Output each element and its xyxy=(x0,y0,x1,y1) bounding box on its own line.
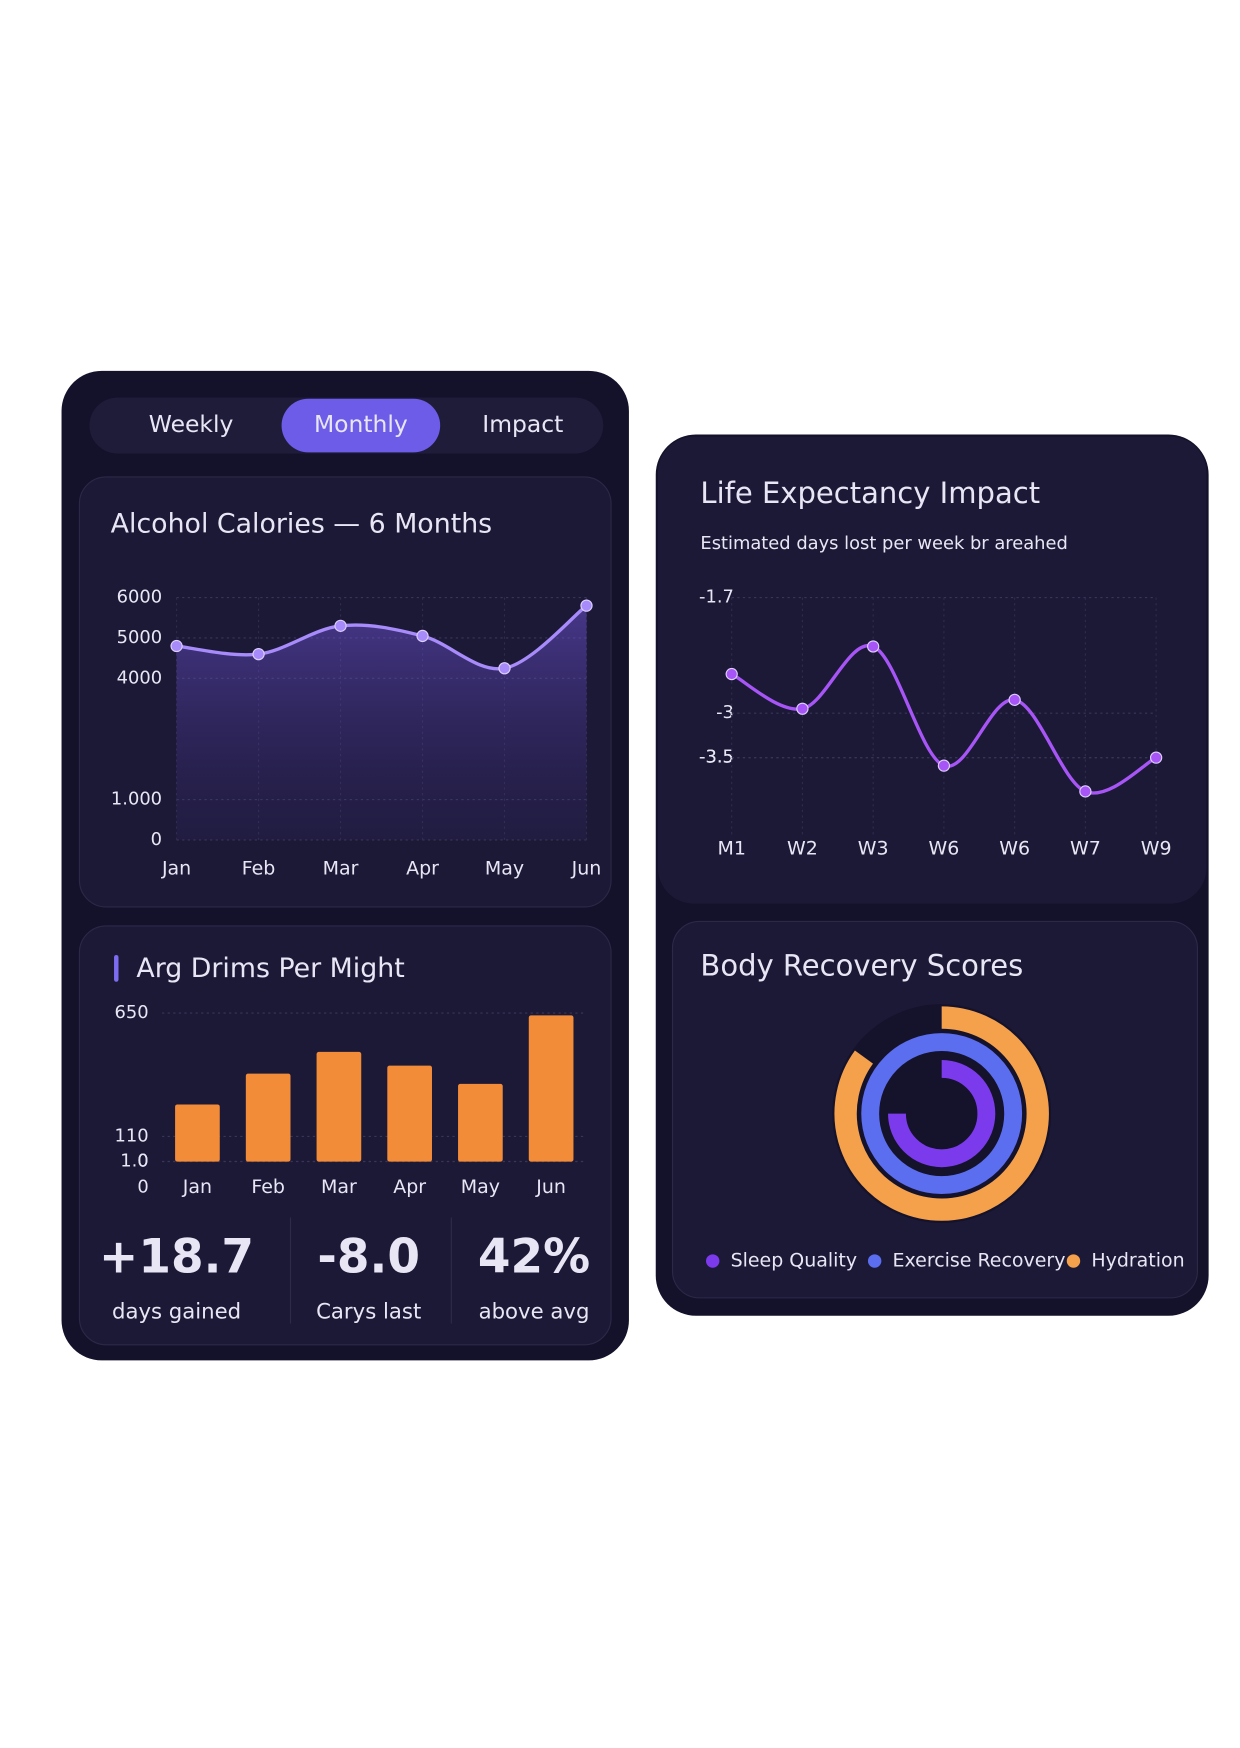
x-tick-label: Feb xyxy=(251,1176,285,1198)
x-tick-label: Jan xyxy=(161,857,191,879)
point xyxy=(1008,693,1021,706)
y-tick-label: -3.5 xyxy=(699,747,734,768)
x-tick-label: W3 xyxy=(858,837,889,859)
legend-label: Hydration xyxy=(1091,1250,1184,1272)
stat-label: Carys last xyxy=(316,1299,421,1324)
bar xyxy=(528,1015,574,1162)
stat-label: days gained xyxy=(112,1299,241,1324)
y-tick-label: 650 xyxy=(115,1002,149,1023)
x-tick-label: May xyxy=(461,1176,500,1198)
x-tick-label: Jun xyxy=(571,857,602,879)
stat-value: 42% xyxy=(478,1229,590,1284)
title-accent xyxy=(114,954,119,982)
legend-swatch xyxy=(1066,1254,1081,1268)
bar xyxy=(387,1065,432,1162)
legend-swatch xyxy=(867,1254,882,1268)
point xyxy=(416,629,429,643)
x-tick-label: Jun xyxy=(535,1176,566,1198)
stat-value: +18.7 xyxy=(99,1229,254,1284)
stat-value: -8.0 xyxy=(317,1229,420,1284)
chart-title: Arg Drims Per Might xyxy=(136,953,404,984)
y-tick-label: -3.5 xyxy=(699,747,734,768)
point xyxy=(937,759,951,772)
area xyxy=(176,605,587,840)
y-tick-label: 0 xyxy=(137,1151,148,1172)
point xyxy=(498,662,511,675)
x-tick-label: Apr xyxy=(393,1176,426,1198)
bar xyxy=(175,1104,220,1162)
x-tick-label: Feb xyxy=(242,857,276,879)
x-tick-label: W6 xyxy=(999,837,1030,859)
point xyxy=(170,639,183,653)
bar xyxy=(316,1051,362,1162)
y-tick-label: 1.0 xyxy=(120,1150,148,1171)
y-tick-label: 5000 xyxy=(117,627,162,648)
origin-label: 0 xyxy=(137,1176,148,1197)
stat-label: above avg xyxy=(479,1299,590,1324)
ring xyxy=(861,1033,1023,1195)
y-tick-label: 1.000 xyxy=(111,789,162,810)
tab[interactable]: Monthly xyxy=(314,410,408,438)
point xyxy=(580,599,593,612)
y-tick-label: 4000 xyxy=(117,667,162,688)
point xyxy=(867,640,880,653)
x-tick-label: W2 xyxy=(787,837,818,859)
point xyxy=(725,667,738,681)
chart-title: Alcohol Calories — 6 Months xyxy=(111,508,492,539)
chart-title: Life Expectancy Impact xyxy=(700,476,1040,510)
bar xyxy=(458,1083,503,1162)
ring xyxy=(834,1006,1049,1221)
y-tick-label: 0 xyxy=(151,829,162,850)
x-tick-label: May xyxy=(485,857,524,879)
tab[interactable]: Impact xyxy=(482,410,563,438)
legend-label: Exercise Recovery xyxy=(893,1250,1066,1272)
x-tick-label: W9 xyxy=(1141,837,1172,859)
point xyxy=(1079,785,1092,798)
point xyxy=(1149,751,1163,764)
chart-title: Body Recovery Scores xyxy=(700,948,1023,982)
x-tick-label: Mar xyxy=(323,857,359,879)
x-tick-label: Mar xyxy=(321,1176,357,1198)
x-tick-label: Apr xyxy=(406,857,439,879)
x-tick-label: W6 xyxy=(928,837,959,859)
point xyxy=(252,647,265,661)
bar xyxy=(245,1073,291,1162)
line xyxy=(176,604,588,671)
x-tick-label: W7 xyxy=(1070,837,1101,859)
chart-subtitle: Estimated days lost per week br areahed xyxy=(700,533,1067,554)
point xyxy=(334,619,347,632)
y-tick-label: -3 xyxy=(716,702,734,723)
active-tab-pill xyxy=(281,398,441,453)
card xyxy=(657,436,1207,904)
y-tick-label: 110 xyxy=(115,1125,149,1146)
y-tick-label: 6000 xyxy=(117,587,162,608)
x-tick-label: M1 xyxy=(717,837,745,859)
legend-swatch xyxy=(706,1254,720,1268)
point xyxy=(796,702,809,715)
y-tick-label: -1.7 xyxy=(699,587,734,608)
x-tick-label: Jan xyxy=(182,1176,212,1198)
legend-label: Sleep Quality xyxy=(731,1250,858,1272)
ring xyxy=(888,1059,996,1168)
tab[interactable]: Weekly xyxy=(149,410,234,438)
